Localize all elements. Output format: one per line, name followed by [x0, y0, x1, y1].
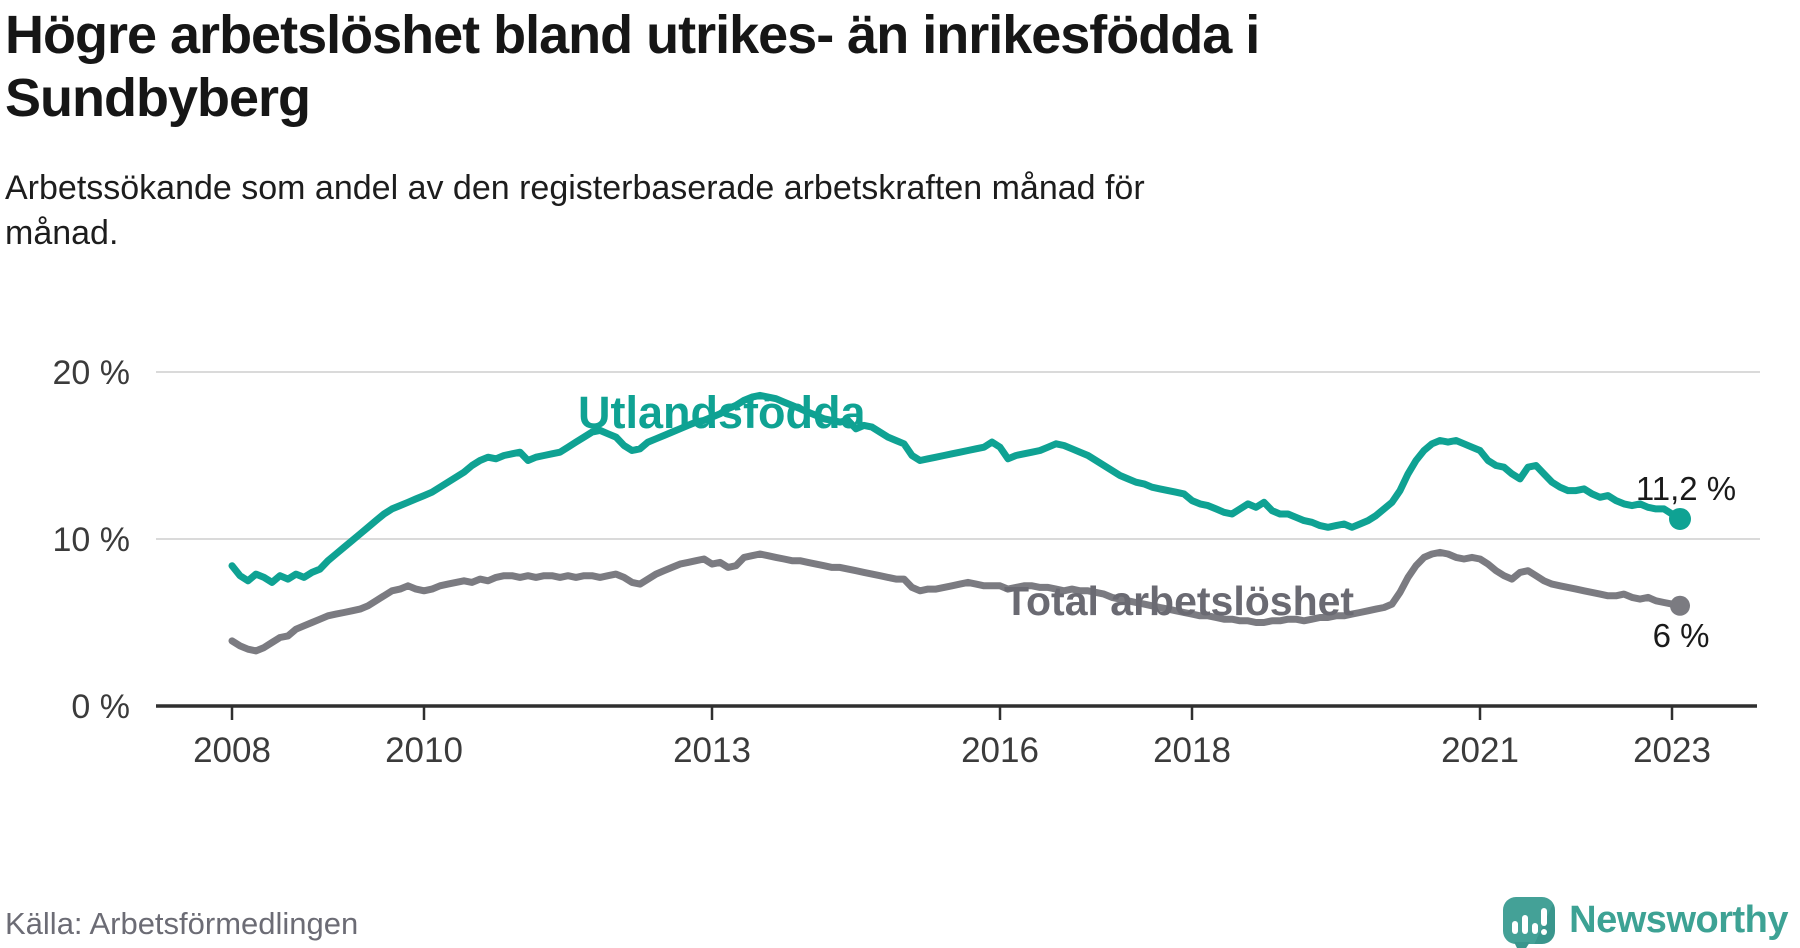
data-series-lines	[228, 391, 1684, 655]
x-tick-label-2023: 2023	[1633, 731, 1711, 770]
newsworthy-brand: Newsworthy	[1503, 897, 1788, 948]
series-name-labels: Utlandsfödda Total arbetslöshet	[578, 387, 1354, 624]
end-dot-total	[1670, 595, 1690, 616]
title-line-2: Sundbyberg	[5, 68, 311, 129]
x-tick-label-2016: 2016	[961, 731, 1039, 770]
x-tick-label-2008: 2008	[193, 731, 271, 770]
title-line-1: Högre arbetslöshet bland utrikes- än inr…	[5, 5, 1260, 65]
logo-exclamation-icon	[1541, 908, 1548, 926]
subtitle-line-1: Arbetssökande som andel av den registerb…	[5, 169, 1145, 207]
y-axis-tick-labels: 0 % 10 % 20 %	[53, 354, 131, 726]
line-total	[228, 548, 1684, 655]
x-tick-label-2013: 2013	[673, 731, 751, 770]
series-label-utlandsfodda: Utlandsfödda	[578, 387, 866, 438]
y-tick-label-20pct: 20 %	[53, 354, 131, 392]
unemployment-line-chart: 0 % 10 % 20 % 2008 2010 2013 2016 2018 2021 2023…	[53, 354, 1760, 770]
series-label-total: Total arbetslöshet	[1004, 578, 1354, 624]
page-title: Högre arbetslöshet bland utrikes- än inr…	[5, 4, 1725, 130]
x-tick-label-2010: 2010	[385, 731, 463, 770]
series-end-dots	[1669, 507, 1691, 616]
logo-bar-icon	[1512, 921, 1519, 934]
x-axis	[156, 704, 1757, 720]
x-tick-label-2018: 2018	[1153, 731, 1231, 770]
speech-bubble-tail-icon	[1514, 942, 1531, 948]
logo-bar-icon	[1532, 923, 1539, 934]
logo-bar-icon	[1522, 915, 1529, 934]
end-dot-utlandsfodda	[1669, 507, 1691, 530]
logo-exclamation-dot-icon	[1541, 929, 1548, 935]
subtitle-line-2: månad.	[5, 214, 119, 253]
y-tick-label-10pct: 10 %	[53, 521, 131, 559]
end-label-utlandsfodda: 11,2 %	[1636, 470, 1736, 507]
x-tick-label-2021: 2021	[1441, 731, 1519, 770]
x-axis-tick-labels: 2008 2010 2013 2016 2018 2021 2023	[193, 731, 1711, 770]
gridlines	[156, 371, 1760, 540]
series-end-value-labels: 11,2 % 6 %	[1636, 470, 1736, 654]
end-label-total: 6 %	[1653, 617, 1710, 654]
y-tick-label-0pct: 0 %	[71, 688, 130, 726]
brand-wordmark: Newsworthy	[1569, 899, 1788, 941]
source-note: Källa: Arbetsförmedlingen	[5, 906, 359, 941]
newsworthy-logo-icon	[1503, 897, 1556, 948]
chart-subtitle: Arbetssökande som andel av den registerb…	[5, 166, 1565, 256]
line-utlandsfodda	[228, 391, 1684, 586]
